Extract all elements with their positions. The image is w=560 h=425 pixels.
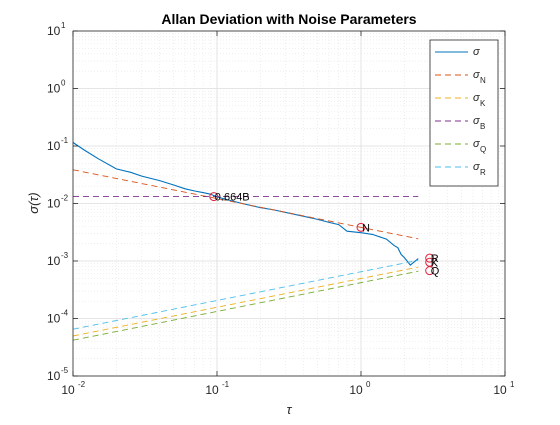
annotation-marker <box>209 192 219 202</box>
x-tick-exponent: 0 <box>366 380 371 389</box>
legend-entry: σ <box>473 161 480 173</box>
y-tick-exponent: -1 <box>61 136 69 145</box>
y-tick-exponent: -4 <box>61 309 69 318</box>
legend-entry-subscript: Q <box>480 145 486 154</box>
chart-title: Allan Deviation with Noise Parameters <box>161 11 416 27</box>
x-tick-exponent: -2 <box>78 380 86 389</box>
x-tick-label: 10 <box>493 383 507 397</box>
x-tick-exponent: 1 <box>510 380 515 389</box>
y-tick-label: 10 <box>47 24 61 38</box>
annotation-marker <box>356 222 366 232</box>
series-line-q <box>72 270 419 341</box>
series-line-r <box>72 259 419 330</box>
y-tick-label: 10 <box>47 254 61 268</box>
legend-entry-subscript: N <box>480 76 486 85</box>
y-tick-exponent: -2 <box>61 194 69 203</box>
y-tick-label: 10 <box>47 139 61 153</box>
x-tick-exponent: -1 <box>222 380 230 389</box>
legend-entry-subscript: B <box>480 122 485 131</box>
y-tick-label: 10 <box>47 197 61 211</box>
y-tick-exponent: 0 <box>61 79 66 88</box>
y-tick-label: 10 <box>47 82 61 96</box>
legend-entry: σ <box>473 115 480 127</box>
legend-entry-subscript: R <box>480 168 486 177</box>
y-tick-exponent: -3 <box>61 251 69 260</box>
legend-entry: σ <box>473 138 480 150</box>
legend-entry: σ <box>473 46 480 58</box>
y-axis-label: σ(τ) <box>26 192 41 213</box>
annotation-label: K <box>431 257 439 269</box>
legend-box <box>429 39 499 187</box>
annotations: 0.664B N RKQ <box>209 192 440 278</box>
y-tick-exponent: 1 <box>61 21 66 30</box>
axis-ticks <box>72 30 506 377</box>
annotation-marker <box>425 266 435 276</box>
x-tick-labels: 10 -2 10 -1 10 0 10 1 <box>61 380 515 397</box>
x-axis-label: τ <box>287 402 293 417</box>
plot-series <box>72 142 419 341</box>
annotation-marker <box>425 253 435 263</box>
annotation-label: N <box>362 222 370 234</box>
series-line-k <box>72 266 419 337</box>
x-tick-label: 10 <box>349 383 363 397</box>
legend-entry: σ <box>473 69 480 81</box>
y-tick-exponent: -5 <box>61 366 69 375</box>
legend-entry-subscript: K <box>480 99 486 108</box>
series-line-sigma <box>72 142 419 266</box>
annotation-label: 0.664B <box>215 192 250 204</box>
annotation-label: R <box>431 253 439 265</box>
legend-entry: σ <box>473 92 480 104</box>
series-line-n <box>72 169 419 240</box>
annotation-label: Q <box>431 266 440 278</box>
y-tick-label: 10 <box>47 369 61 383</box>
legend: σσ Nσ Kσ Bσ Qσ R <box>429 39 499 187</box>
y-tick-label: 10 <box>47 312 61 326</box>
x-tick-label: 10 <box>61 383 75 397</box>
x-tick-label: 10 <box>205 383 219 397</box>
